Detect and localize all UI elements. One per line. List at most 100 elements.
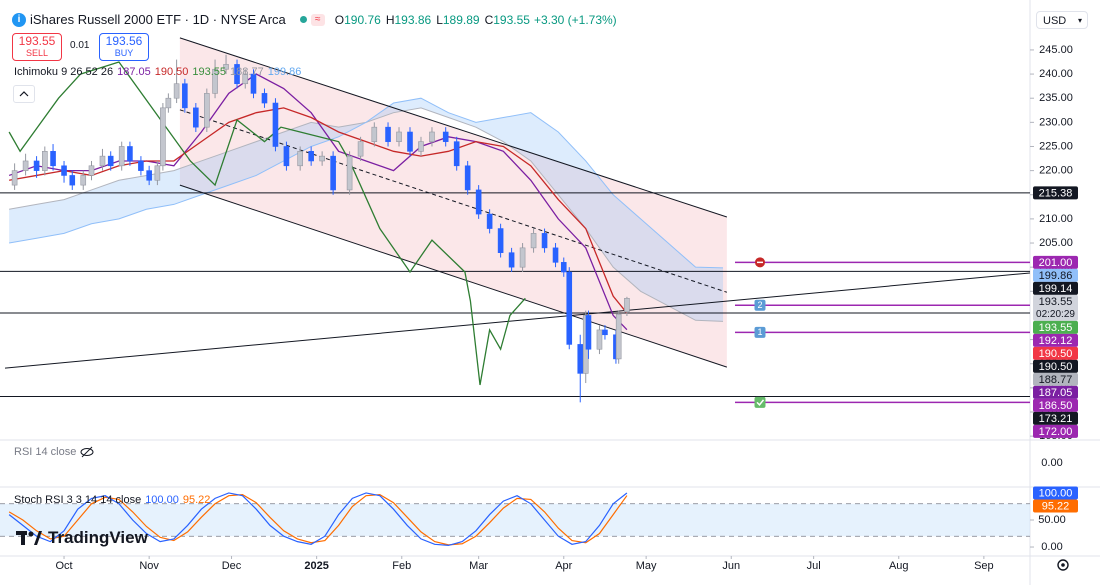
candle-body xyxy=(160,107,166,167)
currency-label[interactable]: USD xyxy=(1043,15,1067,27)
x-tick-label: May xyxy=(636,560,657,572)
ichimoku-cloud xyxy=(9,98,724,322)
logo-mark[interactable] xyxy=(16,531,42,545)
eye[interactable] xyxy=(80,448,94,456)
target-marker xyxy=(754,326,766,338)
ichimoku-label[interactable]: Ichimoku 9 26 52 26 xyxy=(14,66,114,78)
candle-body xyxy=(429,131,435,142)
price-pane xyxy=(0,37,1030,403)
logo-part[interactable] xyxy=(28,531,34,537)
sell-price[interactable]: 193.55 xyxy=(18,34,56,48)
candle-body xyxy=(453,141,460,167)
candle-body xyxy=(418,141,424,152)
ichimoku-value: 188.77 xyxy=(230,66,264,78)
buy-price[interactable]: 193.56 xyxy=(105,34,143,48)
countdown-label: 02:20:29 xyxy=(1036,309,1075,320)
stoch-value: 95.22 xyxy=(182,494,211,506)
candle-body xyxy=(602,329,608,336)
sell-label[interactable]: SELL xyxy=(25,48,49,58)
candle-body xyxy=(371,126,378,142)
buy-button[interactable]: 193.56 BUY xyxy=(99,33,149,61)
ichimoku-value: 187.05 xyxy=(117,66,151,78)
indicator-line xyxy=(8,61,526,386)
price-badge xyxy=(1033,398,1078,412)
collapse-button[interactable] xyxy=(13,85,35,103)
price-badge-label: 172.00 xyxy=(1039,426,1073,438)
candle-body xyxy=(173,83,180,99)
candle-body xyxy=(69,175,76,186)
ohlc-key: H xyxy=(385,12,395,27)
candle-body xyxy=(193,107,199,128)
stoch-tick-label: 0.00 xyxy=(1041,541,1062,553)
price-badge-label: 193.55 xyxy=(1039,296,1073,308)
chevron[interactable] xyxy=(14,86,34,102)
price-change: +3.30 (+1.73%) xyxy=(533,12,617,27)
y-tick-label: 225.00 xyxy=(1039,140,1073,152)
candle-body xyxy=(396,131,402,142)
candle-body xyxy=(80,175,87,186)
tradingview-logo[interactable]: TradingView xyxy=(16,528,148,548)
market-status[interactable] xyxy=(299,16,307,23)
stoch-badge xyxy=(1033,486,1078,500)
y-tick-label: 205.00 xyxy=(1039,237,1073,249)
x-tick-label: Sep xyxy=(974,560,994,572)
price-badge xyxy=(1033,268,1078,282)
ichimoku-value: 190.50 xyxy=(154,66,189,78)
candle-body xyxy=(442,131,449,142)
indicator-line xyxy=(8,73,628,331)
buy-label[interactable]: BUY xyxy=(114,48,134,58)
sell-button[interactable]: 193.55 SELL xyxy=(12,33,62,61)
stoch-value: 100.00 xyxy=(145,494,179,506)
price-badge xyxy=(1033,385,1078,399)
candle-body xyxy=(11,170,18,186)
candle-body xyxy=(297,151,303,167)
symbol-title[interactable]: iShares Russell 2000 ETF · 1D · NYSE Arc… xyxy=(30,12,286,27)
price-badge xyxy=(1033,281,1078,295)
eye-off-icon[interactable] xyxy=(80,446,94,458)
currency-dropdown[interactable]: USD ▾ xyxy=(1036,11,1088,29)
logo-part[interactable] xyxy=(21,531,25,545)
x-tick-label: Nov xyxy=(139,560,159,572)
x-tick-label: Feb xyxy=(392,560,411,572)
settings-icon[interactable] xyxy=(1057,559,1069,571)
price-badge xyxy=(1033,372,1078,386)
target-marker xyxy=(754,396,766,408)
candle-body xyxy=(182,83,188,109)
price-badge-label: 199.86 xyxy=(1039,270,1073,282)
brand-name[interactable]: TradingView xyxy=(48,528,148,547)
delay-icon[interactable]: ≈ xyxy=(310,13,325,26)
stoch-label[interactable]: Stoch RSI 3 3 14 14 close xyxy=(14,494,142,506)
stoch-badge-label: 100.00 xyxy=(1039,487,1073,499)
symbol-logo: i xyxy=(12,12,26,27)
price-badge-label: 199.14 xyxy=(1039,283,1073,295)
price-badge-label: 193.55 xyxy=(1039,322,1073,334)
logo-part[interactable] xyxy=(34,531,42,545)
candle-body xyxy=(357,141,364,157)
ichimoku-legend[interactable]: Ichimoku 9 26 52 26 187.05 190.50 193.55 18… xyxy=(14,66,301,78)
target-marker-label: 2 xyxy=(757,300,762,310)
chevron-path[interactable] xyxy=(19,91,29,97)
price-badge xyxy=(1033,255,1078,269)
trendline xyxy=(179,184,728,368)
ohlc-value: 190.76 xyxy=(344,12,381,27)
gear-center[interactable] xyxy=(1061,563,1065,567)
ohlc-key: L xyxy=(436,12,443,27)
span-b xyxy=(9,97,724,269)
stoch-d xyxy=(8,493,628,546)
price-badge-label: 192.12 xyxy=(1039,335,1073,347)
candle-body xyxy=(42,151,48,171)
stoch-legend[interactable]: Stoch RSI 3 3 14 14 close 100.00 95.22 xyxy=(14,494,210,506)
symbol-header: i iShares Russell 2000 ETF · 1D · NYSE A… xyxy=(12,12,617,27)
price-badge xyxy=(1033,294,1078,321)
eye-slash[interactable] xyxy=(82,446,93,458)
ohlc-item: H193.86 xyxy=(386,13,431,27)
candle-body xyxy=(165,97,172,109)
rsi-legend[interactable]: RSI 14 close xyxy=(14,446,94,458)
rsi-label[interactable]: RSI 14 close xyxy=(14,446,77,458)
stoch-tick-label: 50.00 xyxy=(1038,514,1066,526)
target-marker xyxy=(754,299,766,311)
dropdown-caret[interactable]: ▾ xyxy=(1077,16,1082,25)
candle-body xyxy=(566,271,573,345)
gear[interactable] xyxy=(1057,559,1069,571)
